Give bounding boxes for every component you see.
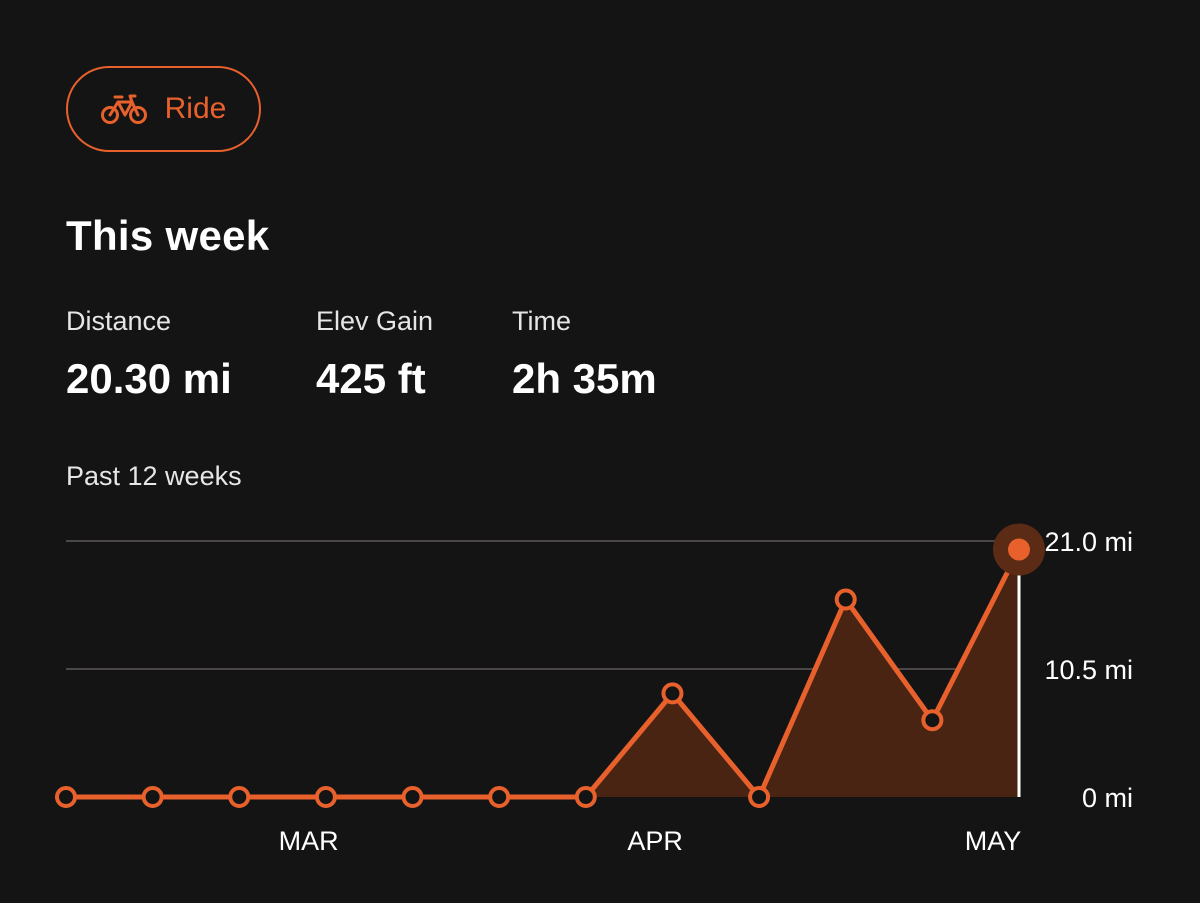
stat-time: Time 2h 35m <box>512 306 657 403</box>
stat-label: Distance <box>66 306 172 336</box>
y-tick-label: 0 mi <box>1082 783 1133 813</box>
data-point <box>661 682 684 705</box>
data-point <box>488 786 511 808</box>
stat-value: 20.30 mi <box>66 355 232 402</box>
data-point <box>921 709 944 732</box>
sport-filter-button[interactable]: Ride <box>66 66 261 152</box>
data-point <box>314 786 337 808</box>
x-month-label: MAY <box>965 826 1022 856</box>
data-point <box>748 786 771 808</box>
stat-value: 2h 35m <box>512 355 657 402</box>
data-point <box>55 786 77 808</box>
stat-label: Elev Gain <box>316 306 434 336</box>
stat-elev-gain: Elev Gain 425 ft <box>316 306 433 403</box>
data-point <box>401 786 424 808</box>
data-point <box>834 588 857 611</box>
summary-title: This week <box>66 212 270 259</box>
stat-value: 425 ft <box>316 355 426 402</box>
period-label: Past 12 weeks <box>66 461 242 491</box>
weekly-distance-chart[interactable]: 0 mi 10.5 mi 21.0 mi MAR APR MAY <box>0 500 1200 880</box>
data-point <box>141 786 164 808</box>
x-month-label: MAR <box>279 826 339 856</box>
series-line <box>66 548 1022 800</box>
highlight-point <box>1008 538 1030 561</box>
stat-label: Time <box>512 306 571 336</box>
data-point <box>228 786 251 808</box>
y-tick-label: 21.0 mi <box>1044 527 1133 557</box>
stat-distance: Distance 20.30 mi <box>66 306 232 403</box>
y-tick-label: 10.5 mi <box>1044 655 1133 685</box>
sport-label: Ride <box>164 92 227 125</box>
area-fill <box>66 549 1019 797</box>
data-point <box>574 786 597 808</box>
bike-icon <box>100 93 147 125</box>
x-month-label: APR <box>627 826 683 856</box>
